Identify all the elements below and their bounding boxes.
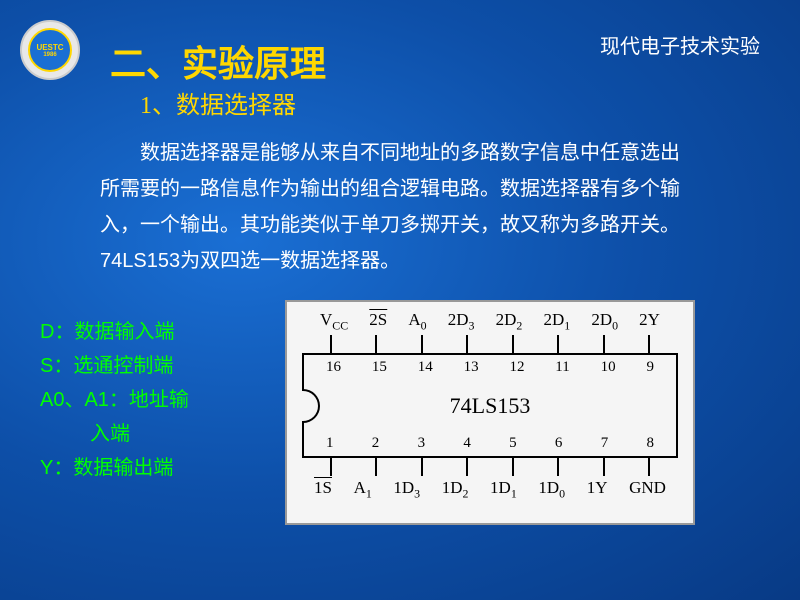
label-2d0: 2D0 [591, 310, 618, 333]
pin-num: 3 [418, 435, 426, 452]
logo-year: 1986 [43, 52, 56, 58]
pin-num: 13 [464, 359, 479, 376]
body-paragraph: 数据选择器是能够从来自不同地址的多路数字信息中任意选出所需要的一路信息作为输出的… [100, 135, 680, 279]
top-pins-row [302, 335, 678, 353]
label-2y: 2Y [639, 310, 660, 333]
pin-num: 15 [372, 359, 387, 376]
label-1d3: 1D3 [393, 478, 420, 501]
pin-lead [648, 335, 650, 353]
pin-lead [330, 458, 332, 476]
top-pin-numbers: 16 15 14 13 12 11 10 9 [304, 359, 676, 376]
pin-lead [421, 335, 423, 353]
logo-text: UESTC [36, 43, 63, 52]
label-gnd: GND [629, 478, 666, 501]
pin-num: 7 [601, 435, 609, 452]
chip-diagram: VCC 2S A0 2D3 2D2 2D1 2D0 2Y 16 15 14 13… [285, 300, 695, 525]
section-title: 二、实验原理 [110, 35, 326, 87]
pin-num: 10 [601, 359, 616, 376]
label-a0: A0 [408, 310, 426, 333]
logo-inner: UESTC 1986 [28, 28, 72, 72]
university-logo: UESTC 1986 [20, 20, 80, 80]
pin-lead [648, 458, 650, 476]
legend-s: S：选通控制端 [40, 349, 189, 383]
pin-num: 9 [646, 359, 654, 376]
legend-a: A0、A1：地址输 [40, 383, 189, 417]
pin-lead [330, 335, 332, 353]
label-1d0: 1D0 [538, 478, 565, 501]
pin-legend: D：数据输入端 S：选通控制端 A0、A1：地址输 入端 Y：数据输出端 [40, 315, 189, 485]
chip-body: 16 15 14 13 12 11 10 9 74LS153 1 2 3 4 5… [302, 353, 678, 458]
label-2s: 2S [369, 310, 387, 333]
legend-d: D：数据输入端 [40, 315, 189, 349]
label-a1: A1 [354, 478, 372, 501]
pin-lead [603, 335, 605, 353]
pin-num: 6 [555, 435, 563, 452]
header-course-name: 现代电子技术实验 [600, 30, 760, 59]
pin-lead [375, 335, 377, 353]
pin-lead [557, 335, 559, 353]
pin-lead [421, 458, 423, 476]
label-1s: 1S [314, 478, 332, 501]
label-1y: 1Y [587, 478, 608, 501]
pin-num: 16 [326, 359, 341, 376]
bottom-pin-numbers: 1 2 3 4 5 6 7 8 [304, 435, 676, 452]
pin-lead [512, 335, 514, 353]
pin-lead [557, 458, 559, 476]
label-1d2: 1D2 [442, 478, 469, 501]
pin-lead [512, 458, 514, 476]
bottom-pins-row [302, 458, 678, 476]
label-1d1: 1D1 [490, 478, 517, 501]
pin-lead [375, 458, 377, 476]
pin-num: 1 [326, 435, 334, 452]
legend-a-cont: 入端 [40, 417, 189, 451]
pin-num: 11 [555, 359, 569, 376]
label-2d2: 2D2 [496, 310, 523, 333]
pin-lead [603, 458, 605, 476]
legend-y: Y：数据输出端 [40, 451, 189, 485]
chip-name: 74LS153 [450, 393, 531, 419]
pin-num: 2 [372, 435, 380, 452]
chip-top-labels: VCC 2S A0 2D3 2D2 2D1 2D0 2Y [302, 310, 678, 333]
pin-lead [466, 335, 468, 353]
label-2d1: 2D1 [543, 310, 570, 333]
pin-num: 8 [646, 435, 654, 452]
label-vcc: VCC [320, 310, 348, 333]
section-subtitle: 1、数据选择器 [140, 85, 296, 120]
pin-num: 14 [418, 359, 433, 376]
pin-num: 5 [509, 435, 517, 452]
pin-num: 12 [509, 359, 524, 376]
label-2d3: 2D3 [448, 310, 475, 333]
pin-num: 4 [463, 435, 471, 452]
chip-bottom-labels: 1S A1 1D3 1D2 1D1 1D0 1Y GND [302, 478, 678, 501]
pin-lead [466, 458, 468, 476]
